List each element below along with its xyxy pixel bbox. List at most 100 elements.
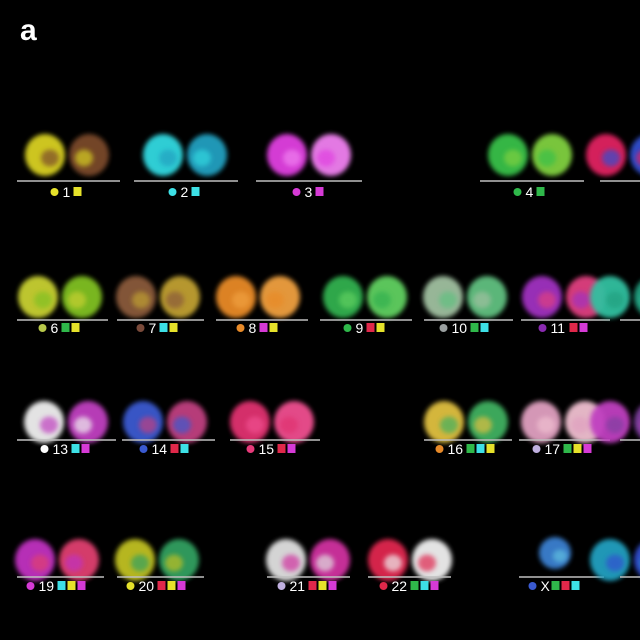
- probe-dot-icon: [513, 188, 522, 196]
- chromosome-label: 20: [139, 578, 155, 594]
- chromosome-pair-X: X: [519, 537, 604, 594]
- chromosome-band: [384, 554, 402, 572]
- fluor-square-icon: [287, 444, 296, 453]
- fluor-square-icon: [536, 187, 545, 196]
- fluor-square-icon: [177, 581, 186, 590]
- chromosome-band: [474, 416, 492, 434]
- chromosome-pair-partial-17: [590, 401, 640, 443]
- chromosome-label: 7: [149, 320, 157, 336]
- chromosome-label: 22: [392, 578, 408, 594]
- chromosome-label: 21: [290, 578, 306, 594]
- chromosome-band: [65, 554, 83, 572]
- chromosome-band: [339, 291, 357, 309]
- chromosome-band: [75, 149, 93, 167]
- fluor-square-icon: [470, 323, 479, 332]
- chromosome-band: [68, 291, 86, 309]
- fluor-square-icon: [571, 581, 580, 590]
- chromosome-pair-19: 19: [15, 539, 104, 594]
- chromosome-band: [74, 416, 92, 434]
- chromosome-band: [537, 416, 555, 434]
- chromosome-pair-20: 20: [115, 539, 204, 594]
- chromosome-pair-1: 1: [17, 134, 120, 200]
- chromosome-band: [280, 416, 298, 434]
- fluor-square-icon: [73, 187, 82, 196]
- chromosome-band: [316, 554, 334, 572]
- chromosome-band: [266, 291, 284, 309]
- chromosome-band: [31, 554, 49, 572]
- chromosome-pair-14: 14: [122, 401, 215, 457]
- chromosome-label: 10: [452, 320, 468, 336]
- chromosome-band: [282, 554, 300, 572]
- fluor-square-icon: [180, 444, 189, 453]
- fluor-square-icon: [81, 444, 90, 453]
- chromosome-band: [602, 149, 620, 167]
- probe-dot-icon: [379, 582, 388, 590]
- probe-dot-icon: [246, 445, 255, 453]
- fluor-square-icon: [191, 187, 200, 196]
- probe-dot-icon: [38, 324, 47, 332]
- chromosome-label: 15: [259, 441, 275, 457]
- fluor-square-icon: [420, 581, 429, 590]
- chromosome-band: [504, 149, 522, 167]
- fluor-square-icon: [573, 444, 582, 453]
- chromosome-pair-11: 11: [521, 276, 610, 336]
- chromosome-label: 4: [526, 184, 534, 200]
- chromosome-homolog: [634, 545, 640, 575]
- chromosome-band: [159, 149, 177, 167]
- fluor-square-icon: [583, 444, 592, 453]
- chromosome-pair-9: 9: [320, 276, 412, 336]
- chromosome-band: [283, 149, 301, 167]
- fluor-square-icon: [561, 581, 570, 590]
- fluor-square-icon: [67, 581, 76, 590]
- chromosome-label: 8: [249, 320, 257, 336]
- chromosome-band: [440, 416, 458, 434]
- fluor-square-icon: [376, 323, 385, 332]
- chromosome-pair-partial-11: [590, 276, 640, 321]
- fluor-square-icon: [71, 323, 80, 332]
- chromosome-band: [571, 416, 589, 434]
- chromosome-band: [317, 149, 335, 167]
- fluor-square-icon: [77, 581, 86, 590]
- fluor-square-icon: [61, 323, 70, 332]
- chromosome-label: 16: [448, 441, 464, 457]
- chromosome-label: 6: [51, 320, 59, 336]
- chromosome-band: [132, 291, 150, 309]
- chromosome-band: [166, 291, 184, 309]
- chromosome-band: [538, 149, 556, 167]
- chromosome-label: 19: [39, 578, 55, 594]
- chromosome-pair-21: 21: [266, 539, 350, 594]
- chromosome-pair-6: 6: [17, 276, 108, 336]
- probe-dot-icon: [435, 445, 444, 453]
- fluor-square-icon: [315, 187, 324, 196]
- probe-dot-icon: [26, 582, 35, 590]
- probe-dot-icon: [50, 188, 59, 196]
- chromosome-label: 3: [305, 184, 313, 200]
- fluor-square-icon: [579, 323, 588, 332]
- chromosome-pair-4: 4: [480, 134, 584, 200]
- fluor-square-icon: [430, 581, 439, 590]
- chromosome-label: 14: [152, 441, 168, 457]
- probe-dot-icon: [236, 324, 245, 332]
- chromosome-band: [173, 416, 191, 434]
- chromosome-label: 2: [181, 184, 189, 200]
- chromosome-band: [139, 416, 157, 434]
- chromosome-homolog: [634, 407, 640, 437]
- chromosome-band: [606, 416, 624, 434]
- fluor-square-icon: [328, 581, 337, 590]
- chromosome-pair-3: 3: [256, 134, 362, 200]
- chromosome-band: [131, 554, 149, 572]
- chromosome-pair-10: 10: [423, 276, 513, 336]
- fluor-square-icon: [486, 444, 495, 453]
- chromosome-label: 9: [356, 320, 364, 336]
- probe-dot-icon: [528, 582, 537, 590]
- fluor-square-icon: [480, 323, 489, 332]
- probe-dot-icon: [277, 582, 286, 590]
- probe-dot-icon: [40, 445, 49, 453]
- probe-dot-icon: [439, 324, 448, 332]
- chromosome-pair-8: 8: [216, 276, 308, 336]
- chromosome-homolog: [630, 136, 640, 174]
- fluor-square-icon: [466, 444, 475, 453]
- fluor-square-icon: [318, 581, 327, 590]
- fluor-square-icon: [259, 323, 268, 332]
